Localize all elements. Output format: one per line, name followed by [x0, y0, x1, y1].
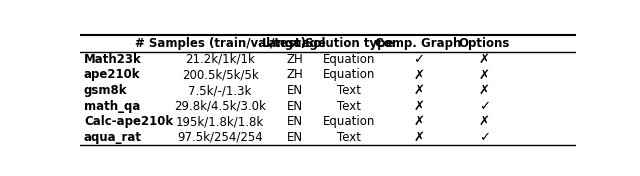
- Text: ✗: ✗: [413, 68, 424, 81]
- Text: aqua_rat: aqua_rat: [84, 131, 142, 144]
- Text: Calc-ape210k: Calc-ape210k: [84, 115, 173, 128]
- Text: Equation: Equation: [323, 68, 375, 81]
- Text: 29.8k/4.5k/3.0k: 29.8k/4.5k/3.0k: [174, 100, 266, 113]
- Text: Equation: Equation: [323, 53, 375, 66]
- Text: ✓: ✓: [479, 100, 490, 113]
- Text: ✗: ✗: [413, 84, 424, 97]
- Text: ZH: ZH: [286, 68, 303, 81]
- Text: EN: EN: [287, 84, 303, 97]
- Text: ape210k: ape210k: [84, 68, 140, 81]
- Text: ✓: ✓: [479, 131, 490, 144]
- Text: 200.5k/5k/5k: 200.5k/5k/5k: [182, 68, 259, 81]
- Text: Text: Text: [337, 131, 361, 144]
- Text: 21.2k/1k/1k: 21.2k/1k/1k: [185, 53, 255, 66]
- Text: ✗: ✗: [479, 84, 490, 97]
- Text: ✗: ✗: [413, 131, 424, 144]
- Text: ✗: ✗: [479, 53, 490, 66]
- Text: 195k/1.8k/1.8k: 195k/1.8k/1.8k: [176, 115, 264, 128]
- Text: Solution type: Solution type: [305, 37, 394, 50]
- Text: Language: Language: [262, 37, 327, 50]
- Text: ✗: ✗: [479, 68, 490, 81]
- Text: ✗: ✗: [479, 115, 490, 128]
- Text: gsm8k: gsm8k: [84, 84, 127, 97]
- Text: Options: Options: [458, 37, 510, 50]
- Text: Math23k: Math23k: [84, 53, 141, 66]
- Text: EN: EN: [287, 131, 303, 144]
- Text: Text: Text: [337, 84, 361, 97]
- Text: 7.5k/-/1.3k: 7.5k/-/1.3k: [188, 84, 252, 97]
- Text: math_qa: math_qa: [84, 100, 140, 113]
- Text: ✗: ✗: [413, 115, 424, 128]
- Text: EN: EN: [287, 115, 303, 128]
- Text: EN: EN: [287, 100, 303, 113]
- Text: 97.5k/254/254: 97.5k/254/254: [177, 131, 263, 144]
- Text: ✓: ✓: [413, 53, 424, 66]
- Text: ✗: ✗: [413, 100, 424, 113]
- Text: # Samples (train/val/test): # Samples (train/val/test): [134, 37, 306, 50]
- Text: Equation: Equation: [323, 115, 375, 128]
- Text: Comp. Graph: Comp. Graph: [375, 37, 461, 50]
- Text: ZH: ZH: [286, 53, 303, 66]
- Text: Text: Text: [337, 100, 361, 113]
